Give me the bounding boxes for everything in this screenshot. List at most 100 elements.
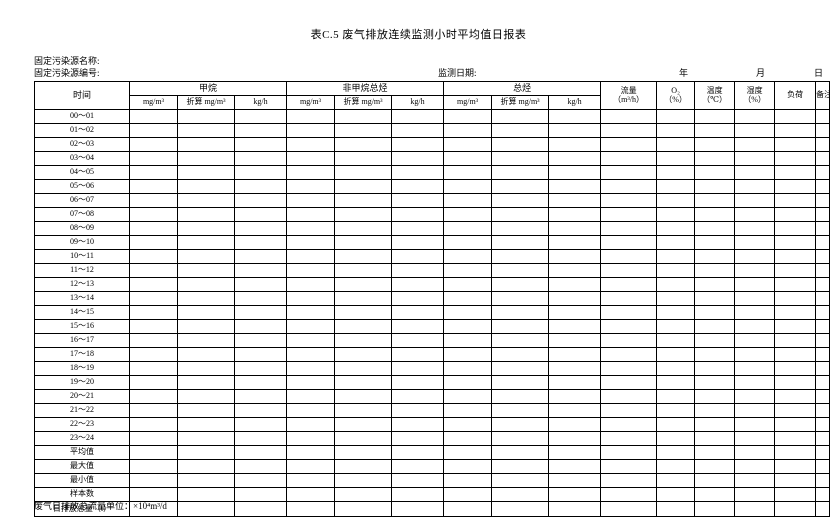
data-cell[interactable]: [286, 389, 336, 404]
data-cell[interactable]: [600, 403, 658, 418]
data-cell[interactable]: [548, 389, 602, 404]
data-cell[interactable]: [694, 249, 736, 264]
data-cell[interactable]: [177, 263, 235, 278]
data-cell[interactable]: [600, 221, 658, 236]
data-cell[interactable]: [548, 109, 602, 124]
data-cell[interactable]: [334, 459, 393, 474]
data-cell[interactable]: [734, 249, 776, 264]
data-cell[interactable]: [774, 207, 817, 222]
data-cell[interactable]: [656, 459, 696, 474]
data-cell[interactable]: [734, 459, 776, 474]
data-cell[interactable]: [443, 165, 493, 180]
data-cell[interactable]: [734, 431, 776, 446]
data-cell[interactable]: [443, 291, 493, 306]
data-cell[interactable]: [286, 207, 336, 222]
data-cell[interactable]: [286, 165, 336, 180]
data-cell[interactable]: [734, 305, 776, 320]
data-cell[interactable]: [815, 403, 831, 418]
data-cell[interactable]: [694, 459, 736, 474]
data-cell[interactable]: [491, 137, 550, 152]
data-cell[interactable]: [334, 207, 393, 222]
data-cell[interactable]: [491, 291, 550, 306]
data-cell[interactable]: [391, 473, 445, 488]
data-cell[interactable]: [491, 249, 550, 264]
data-cell[interactable]: [443, 109, 493, 124]
data-cell[interactable]: [815, 459, 831, 474]
data-cell[interactable]: [548, 487, 602, 502]
data-cell[interactable]: [443, 123, 493, 138]
data-cell[interactable]: [600, 235, 658, 250]
data-cell[interactable]: [815, 263, 831, 278]
data-cell[interactable]: [443, 459, 493, 474]
data-cell[interactable]: [694, 291, 736, 306]
data-cell[interactable]: [391, 123, 445, 138]
data-cell[interactable]: [774, 277, 817, 292]
data-cell[interactable]: [491, 179, 550, 194]
data-cell[interactable]: [548, 137, 602, 152]
data-cell[interactable]: [391, 179, 445, 194]
data-cell[interactable]: [774, 179, 817, 194]
data-cell[interactable]: [177, 291, 235, 306]
data-cell[interactable]: [656, 305, 696, 320]
data-cell[interactable]: [694, 445, 736, 460]
data-cell[interactable]: [233, 473, 288, 488]
data-cell[interactable]: [334, 361, 393, 376]
data-cell[interactable]: [774, 375, 817, 390]
data-cell[interactable]: [334, 151, 393, 166]
data-cell[interactable]: [286, 109, 336, 124]
data-cell[interactable]: [443, 207, 493, 222]
data-cell[interactable]: [233, 291, 288, 306]
data-cell[interactable]: [233, 277, 288, 292]
data-cell[interactable]: [656, 319, 696, 334]
data-cell[interactable]: [774, 263, 817, 278]
data-cell[interactable]: [694, 151, 736, 166]
data-cell[interactable]: [694, 431, 736, 446]
data-cell[interactable]: [177, 333, 235, 348]
data-cell[interactable]: [734, 291, 776, 306]
data-cell[interactable]: [443, 473, 493, 488]
data-cell[interactable]: [334, 221, 393, 236]
data-cell[interactable]: [734, 277, 776, 292]
data-cell[interactable]: [815, 151, 831, 166]
data-cell[interactable]: [334, 249, 393, 264]
data-cell[interactable]: [656, 473, 696, 488]
data-cell[interactable]: [600, 123, 658, 138]
data-cell[interactable]: [656, 165, 696, 180]
data-cell[interactable]: [694, 123, 736, 138]
data-cell[interactable]: [129, 179, 178, 194]
data-cell[interactable]: [129, 473, 178, 488]
data-cell[interactable]: [815, 431, 831, 446]
data-cell[interactable]: [443, 137, 493, 152]
data-cell[interactable]: [774, 165, 817, 180]
data-cell[interactable]: [286, 333, 336, 348]
data-cell[interactable]: [656, 333, 696, 348]
data-cell[interactable]: [177, 207, 235, 222]
data-cell[interactable]: [334, 473, 393, 488]
data-cell[interactable]: [443, 417, 493, 432]
data-cell[interactable]: [177, 501, 235, 517]
data-cell[interactable]: [734, 137, 776, 152]
data-cell[interactable]: [233, 193, 288, 208]
data-cell[interactable]: [233, 109, 288, 124]
data-cell[interactable]: [286, 375, 336, 390]
data-cell[interactable]: [491, 403, 550, 418]
data-cell[interactable]: [334, 179, 393, 194]
data-cell[interactable]: [177, 361, 235, 376]
data-cell[interactable]: [656, 235, 696, 250]
data-cell[interactable]: [774, 109, 817, 124]
data-cell[interactable]: [334, 403, 393, 418]
data-cell[interactable]: [600, 361, 658, 376]
data-cell[interactable]: [391, 417, 445, 432]
data-cell[interactable]: [548, 123, 602, 138]
data-cell[interactable]: [177, 403, 235, 418]
data-cell[interactable]: [656, 207, 696, 222]
data-cell[interactable]: [443, 361, 493, 376]
data-cell[interactable]: [491, 151, 550, 166]
data-cell[interactable]: [443, 235, 493, 250]
data-cell[interactable]: [443, 501, 493, 517]
data-cell[interactable]: [656, 221, 696, 236]
data-cell[interactable]: [233, 459, 288, 474]
data-cell[interactable]: [548, 403, 602, 418]
data-cell[interactable]: [129, 165, 178, 180]
data-cell[interactable]: [233, 151, 288, 166]
